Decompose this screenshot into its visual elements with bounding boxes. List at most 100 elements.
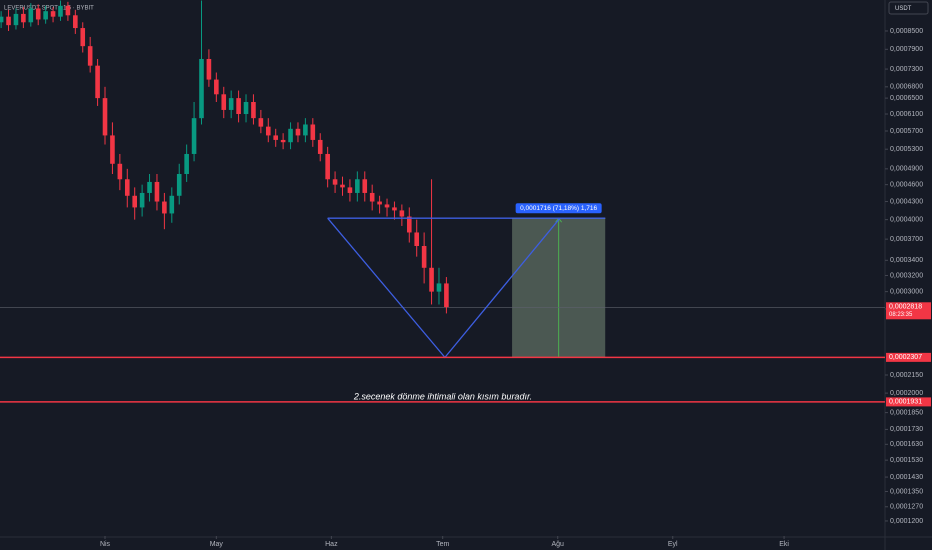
y-tick-label: 0,0006500 — [890, 95, 923, 102]
candle-body — [280, 139, 286, 143]
x-tick-label: Eki — [779, 541, 789, 548]
candle-body — [355, 179, 360, 193]
x-tick-label: Haz — [325, 541, 338, 548]
candle-body — [340, 184, 345, 188]
candle-body — [369, 192, 375, 202]
y-tick-label: 0,0004900 — [890, 166, 923, 173]
candle-body — [65, 5, 71, 16]
candle-body — [303, 124, 308, 136]
annotation: 2.secenek dönme ihtimali olan kısım bura… — [353, 391, 532, 401]
y-tick-label: 0,0004300 — [890, 198, 923, 205]
y-tick-label: 0,0004600 — [890, 181, 923, 188]
candle-body — [325, 153, 330, 180]
candle-body — [429, 267, 434, 292]
candle-body — [236, 98, 241, 115]
candle-body — [421, 245, 427, 268]
y-tick-label: 0,0001270 — [890, 504, 923, 511]
measure-label-box — [515, 203, 602, 214]
y-tick-label: 0,0008500 — [890, 28, 923, 35]
candle-body — [414, 232, 420, 246]
candle-body — [221, 94, 227, 110]
level-label-box — [886, 352, 931, 362]
candle-body — [95, 65, 100, 99]
x-tick-label: Ağu — [551, 541, 564, 548]
candle-body — [58, 5, 63, 17]
candle-body — [377, 201, 382, 205]
y-tick-label: 0,0005700 — [890, 128, 923, 135]
candle-body — [258, 118, 264, 127]
candle-body — [6, 16, 11, 26]
candle-body — [43, 11, 48, 20]
y-tick-label: 0,0006800 — [890, 84, 923, 91]
y-tick-label: 0,0004000 — [890, 216, 923, 223]
y-tick-label: 0,0007900 — [890, 46, 923, 53]
candle-body — [102, 98, 108, 136]
candle-body — [124, 179, 130, 196]
countdown: 08:23:35 — [889, 312, 913, 318]
y-tick-label: 0,0003400 — [890, 257, 923, 264]
measure-label: 0,0001716 (71,18%) 1,716 — [520, 205, 597, 212]
y-tick-label: 0,0007300 — [890, 66, 923, 73]
candle-body — [310, 124, 316, 140]
candle-body — [206, 58, 212, 80]
candle-body — [347, 187, 353, 193]
y-tick-label: 0,0002000 — [890, 390, 923, 397]
candle-body — [154, 181, 160, 202]
currency[interactable]: USDT — [895, 6, 912, 12]
candle-body — [243, 101, 249, 115]
candle-body — [132, 195, 137, 208]
level-label-box — [886, 397, 931, 407]
y-tick-label: 0,0001200 — [890, 518, 923, 525]
candle-body — [110, 135, 115, 164]
x-tick-label: Nis — [100, 541, 111, 548]
y-tick-label: 0,0005300 — [890, 146, 923, 153]
y-tick-label: 0,0001350 — [890, 488, 923, 495]
candle-body — [73, 15, 78, 29]
candle-body — [436, 283, 442, 292]
x-tick-label: Tem — [436, 541, 449, 548]
candle-body — [362, 179, 368, 193]
level-label: 0,0002307 — [889, 354, 922, 361]
level-label: 0,0001931 — [889, 399, 922, 406]
y-tick-label: 0,0001630 — [890, 441, 923, 448]
candle-body — [50, 11, 56, 17]
candle-body — [13, 13, 19, 26]
candle-body — [317, 139, 323, 154]
candle-body — [288, 128, 293, 143]
candle-body — [0, 16, 4, 23]
y-tick-label: 0,0001850 — [890, 409, 923, 416]
y-tick-label: 0,0001430 — [890, 474, 923, 481]
candle-body — [169, 195, 175, 214]
candle-body — [273, 135, 279, 140]
x-tick-label: May — [210, 541, 224, 548]
currency-box[interactable] — [888, 1, 929, 15]
candle-body — [184, 153, 189, 174]
candle-body — [399, 210, 405, 217]
candle-body — [214, 79, 219, 95]
candle-body — [199, 58, 204, 119]
candle-body — [392, 207, 397, 211]
candle-body — [191, 118, 197, 154]
last-price-box — [886, 302, 931, 320]
candle-body — [444, 283, 449, 308]
candle-body — [117, 163, 123, 180]
candle-body — [35, 8, 41, 20]
candle-body — [87, 46, 93, 66]
candle-body — [28, 8, 34, 23]
candle-body — [139, 192, 145, 208]
y-tick-label: 0,0003700 — [890, 236, 923, 243]
candle-body — [251, 101, 256, 119]
x-tick-label: Eyl — [668, 541, 678, 548]
candle-body — [406, 216, 412, 233]
y-tick-label: 0,0003000 — [890, 288, 923, 295]
y-tick-label: 0,0006100 — [890, 111, 923, 118]
candle-body — [21, 13, 26, 23]
candle-body — [162, 201, 167, 214]
y-tick-label: 0,0002150 — [890, 372, 923, 379]
chart-title: LEVERUSDT SPOT · 1G · BYBIT — [4, 6, 94, 12]
y-tick-label: 0,0003200 — [890, 272, 923, 279]
candle-body — [384, 204, 390, 208]
